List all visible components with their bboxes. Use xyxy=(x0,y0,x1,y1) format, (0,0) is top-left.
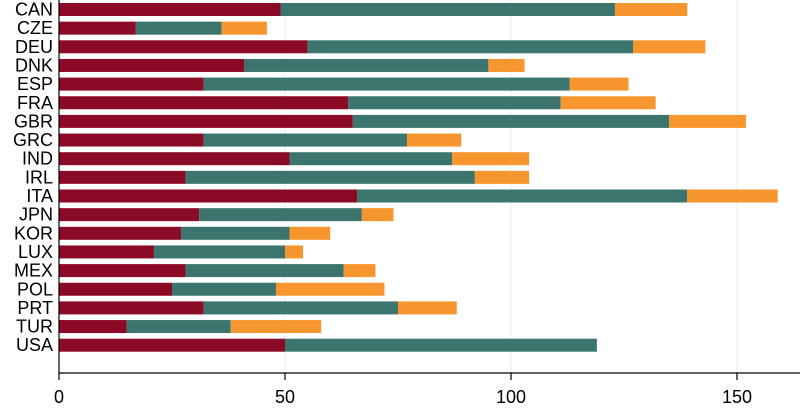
x-tick-label-0: 0 xyxy=(54,387,64,407)
bar-gbr-segment-1 xyxy=(352,114,670,128)
bar-prt-segment-2 xyxy=(398,301,457,315)
category-label-jpn: JPN xyxy=(19,205,53,225)
category-label-fra: FRA xyxy=(17,93,53,113)
bar-esp-segment-0 xyxy=(59,77,204,91)
bar-fra-segment-1 xyxy=(348,96,561,110)
category-label-irl: IRL xyxy=(25,167,53,187)
bar-fra-segment-2 xyxy=(560,96,656,110)
bar-can-segment-2 xyxy=(614,3,688,16)
category-label-prt: PRT xyxy=(17,298,53,318)
category-label-ita: ITA xyxy=(26,186,53,206)
bar-kor-segment-2 xyxy=(289,226,331,240)
grid-lines xyxy=(284,0,738,373)
bar-irl-segment-2 xyxy=(474,170,530,184)
bar-ind-segment-1 xyxy=(289,152,453,166)
category-label-esp: ESP xyxy=(17,74,53,94)
bar-prt-segment-0 xyxy=(59,301,204,315)
bar-cze-segment-1 xyxy=(135,21,222,35)
bar-deu-segment-1 xyxy=(307,40,634,54)
category-label-kor: KOR xyxy=(14,223,53,243)
category-label-cze: CZE xyxy=(17,18,53,38)
bar-grc-segment-1 xyxy=(203,133,408,147)
bar-cze-segment-0 xyxy=(59,21,136,35)
bar-ita-segment-0 xyxy=(59,189,358,203)
x-tick-label-2: 100 xyxy=(496,387,526,407)
bar-kor-segment-1 xyxy=(181,226,290,240)
bar-cze-segment-2 xyxy=(221,21,267,35)
bar-dnk-segment-2 xyxy=(488,58,525,72)
bar-gbr-segment-2 xyxy=(669,114,747,128)
category-label-tur: TUR xyxy=(16,317,53,337)
bar-irl-segment-1 xyxy=(185,170,475,184)
bar-fra-segment-0 xyxy=(59,96,349,110)
category-label-ind: IND xyxy=(22,149,53,169)
bar-jpn-segment-1 xyxy=(199,208,362,222)
bar-ind-segment-0 xyxy=(59,152,290,166)
bar-dnk-segment-1 xyxy=(244,58,489,72)
bars xyxy=(59,3,778,352)
bar-usa-segment-0 xyxy=(59,338,285,352)
bar-ita-segment-1 xyxy=(357,189,688,203)
category-label-dnk: DNK xyxy=(15,55,53,75)
bar-mex-segment-1 xyxy=(185,264,344,278)
bar-esp-segment-2 xyxy=(569,77,629,91)
bar-deu-segment-0 xyxy=(59,40,308,54)
bar-lux-segment-1 xyxy=(153,245,285,259)
category-label-pol: POL xyxy=(17,279,53,299)
x-tick-label-1: 50 xyxy=(275,387,295,407)
bar-lux-segment-0 xyxy=(59,245,154,259)
bar-grc-segment-0 xyxy=(59,133,204,147)
bar-pol-segment-1 xyxy=(172,282,276,296)
bar-tur-segment-2 xyxy=(230,320,322,334)
bar-jpn-segment-2 xyxy=(361,208,394,222)
bar-ita-segment-2 xyxy=(687,189,778,203)
bar-prt-segment-1 xyxy=(203,301,398,315)
category-label-deu: DEU xyxy=(15,37,53,57)
bar-deu-segment-2 xyxy=(633,40,706,54)
category-label-gbr: GBR xyxy=(14,111,53,131)
bar-mex-segment-2 xyxy=(343,264,376,278)
bar-pol-segment-0 xyxy=(59,282,172,296)
bar-gbr-segment-0 xyxy=(59,114,353,128)
bar-tur-segment-1 xyxy=(126,320,231,334)
bar-tur-segment-0 xyxy=(59,320,127,334)
bar-irl-segment-0 xyxy=(59,170,186,184)
bar-lux-segment-2 xyxy=(285,245,304,259)
category-label-mex: MEX xyxy=(14,261,53,281)
category-label-usa: USA xyxy=(16,335,53,355)
category-label-grc: GRC xyxy=(13,130,53,150)
x-axis: 0 50 100 150 xyxy=(54,0,800,407)
bar-mex-segment-0 xyxy=(59,264,186,278)
bar-jpn-segment-0 xyxy=(59,208,200,222)
bar-grc-segment-2 xyxy=(407,133,462,147)
x-tick-label-3: 150 xyxy=(722,387,752,407)
bar-dnk-segment-0 xyxy=(59,58,245,72)
bar-kor-segment-0 xyxy=(59,226,182,240)
category-labels: CANCZEDEUDNKESPFRAGBRGRCINDIRLITAJPNKORL… xyxy=(13,0,53,355)
category-label-can: CAN xyxy=(15,0,53,20)
category-label-lux: LUX xyxy=(18,242,53,262)
bar-usa-segment-1 xyxy=(285,338,597,352)
bar-ind-segment-2 xyxy=(452,152,530,166)
bar-can-segment-0 xyxy=(59,3,281,16)
bar-esp-segment-1 xyxy=(203,77,570,91)
bar-can-segment-1 xyxy=(280,3,615,16)
bar-pol-segment-2 xyxy=(275,282,385,296)
